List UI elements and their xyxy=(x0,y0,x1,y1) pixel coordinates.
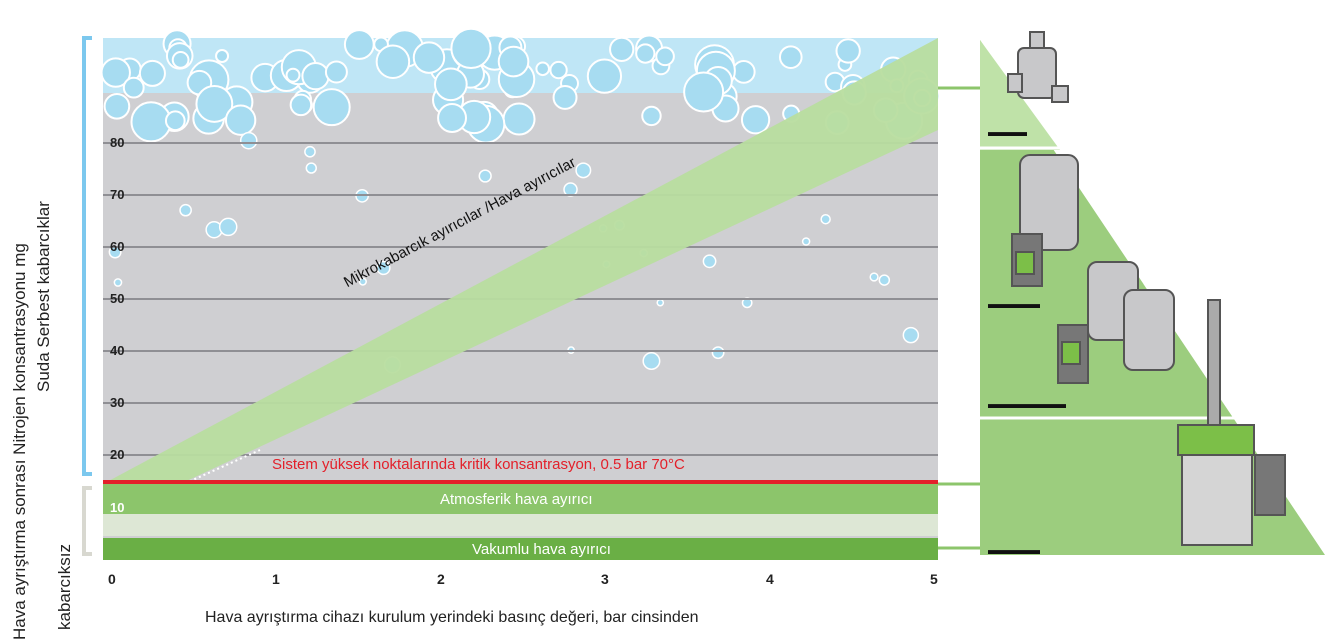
y-tick: 50 xyxy=(110,291,125,306)
bubble xyxy=(575,162,592,179)
bubble xyxy=(437,103,468,133)
device-vento-giga xyxy=(1057,261,1175,384)
bubble xyxy=(239,131,258,150)
device-servitec xyxy=(1177,299,1286,546)
bubble xyxy=(869,272,879,282)
bubble xyxy=(164,110,186,132)
bubble xyxy=(376,260,391,276)
bubble xyxy=(655,46,675,67)
free-bubbles-label: Suda Serbest kabarcıklar xyxy=(34,201,53,392)
bubble xyxy=(820,213,831,225)
bubble xyxy=(552,84,578,110)
atmospheric-band xyxy=(103,484,938,514)
y-tick: 20 xyxy=(110,447,125,462)
bubble xyxy=(179,203,192,217)
x-axis-label: Hava ayrıştırma cihazı kurulum yerindeki… xyxy=(205,609,699,626)
bubble xyxy=(312,88,351,127)
bubble-free-bracket xyxy=(82,486,92,556)
bubble xyxy=(100,57,131,88)
bubble xyxy=(304,145,316,158)
bubble xyxy=(502,102,536,136)
bubble xyxy=(878,274,891,286)
x-tick: 1 xyxy=(272,571,280,587)
bubble xyxy=(301,62,330,91)
vacuum-label: Vakumlu hava ayırıcı xyxy=(472,541,611,558)
critical-line-label: Sistem yüksek noktalarında kritik konsan… xyxy=(272,456,685,473)
y-tick: 30 xyxy=(110,395,125,410)
x-tick: 3 xyxy=(601,571,609,587)
bubble xyxy=(171,51,190,69)
bubble xyxy=(801,237,811,246)
bubble xyxy=(478,169,492,183)
bubble xyxy=(324,60,348,84)
bubble xyxy=(103,92,131,120)
bubble xyxy=(586,58,623,94)
bubble-free-label: kabarcıksız xyxy=(55,544,74,630)
bubble xyxy=(609,36,635,62)
bubble xyxy=(740,105,771,135)
bubble xyxy=(641,105,662,127)
y-tick: 60 xyxy=(110,239,125,254)
bubble xyxy=(497,45,530,78)
bubble xyxy=(711,346,725,360)
bubble xyxy=(902,326,920,344)
device-label-vento-giga: ▬▬▬▬▬▬ xyxy=(988,396,1066,411)
bubble xyxy=(195,85,234,123)
bubble xyxy=(113,278,123,287)
bubble xyxy=(412,41,446,74)
y-tick: 70 xyxy=(110,187,125,202)
bubble xyxy=(130,101,172,143)
bubble xyxy=(656,298,665,307)
bubble xyxy=(642,351,661,370)
y-tick: 40 xyxy=(110,343,125,358)
bubble xyxy=(450,27,492,70)
x-tick: 4 xyxy=(766,571,774,587)
x-tick: 0 xyxy=(108,571,116,587)
x-tick: 2 xyxy=(437,571,445,587)
bubble xyxy=(731,59,756,84)
bubble xyxy=(343,29,375,60)
bubble xyxy=(218,217,238,237)
bubble xyxy=(683,71,725,113)
bubble xyxy=(635,43,656,64)
y-tick: 80 xyxy=(110,135,125,150)
bubble xyxy=(434,67,468,102)
y-tick: 10 xyxy=(110,500,125,515)
free-bubbles-bracket xyxy=(82,36,92,476)
bubble xyxy=(549,60,568,80)
bubble xyxy=(224,104,257,136)
device-zeparo xyxy=(1007,31,1069,103)
x-tick: 5 xyxy=(930,571,938,587)
atmospheric-label: Atmosferik hava ayırıcı xyxy=(440,491,593,508)
vacuum-band xyxy=(103,538,938,560)
bubble xyxy=(138,59,166,87)
bubble xyxy=(289,93,313,117)
bubble xyxy=(305,162,317,174)
device-label-servitec: ▬▬▬▬ xyxy=(988,542,1040,557)
bubble xyxy=(215,48,230,64)
device-label-vento: ▬▬▬▬ xyxy=(988,296,1040,311)
bubble xyxy=(285,67,301,83)
bubble xyxy=(778,45,803,69)
bubble xyxy=(702,254,717,269)
bubble xyxy=(122,76,145,99)
y-axis-label: Hava ayrıştırma sonrası Nitrojen konsant… xyxy=(10,243,29,640)
bubble xyxy=(835,38,861,64)
device-label-zeparo: ▬▬▬ xyxy=(988,124,1027,139)
device-vento xyxy=(1011,154,1079,287)
bubble xyxy=(358,277,367,286)
bubble xyxy=(563,182,578,197)
bubble xyxy=(375,44,411,79)
microbubble-band xyxy=(103,38,938,520)
bubble xyxy=(535,61,551,77)
